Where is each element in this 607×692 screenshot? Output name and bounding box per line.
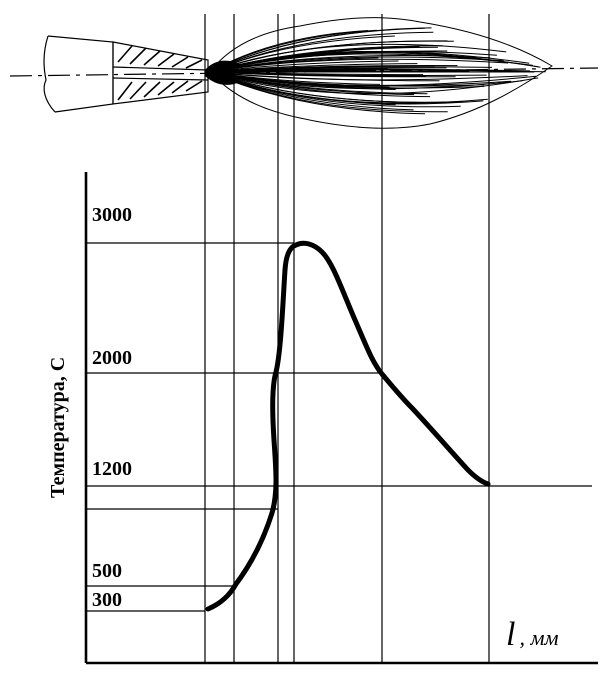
y-axis-label: Температура, С xyxy=(47,357,69,498)
x-axis-label: l, мм xyxy=(506,616,559,653)
y-tick-2000: 2000 xyxy=(92,347,132,369)
x-axis-unit: , мм xyxy=(519,625,558,650)
flame-stroke xyxy=(209,43,507,73)
x-axis-symbol: l xyxy=(506,616,515,653)
y-tick-1200: 1200 xyxy=(92,458,132,480)
y-tick-500: 500 xyxy=(92,560,122,582)
temperature-curve xyxy=(205,240,491,612)
flame-stroke xyxy=(209,71,539,95)
flame xyxy=(205,17,553,129)
flame-core xyxy=(205,60,240,85)
vertical-reference-lines xyxy=(204,14,490,663)
flame-stroke xyxy=(209,71,512,87)
y-tick-3000: 3000 xyxy=(92,204,132,226)
flame-stroke xyxy=(209,71,528,81)
nozzle-hatching xyxy=(117,45,203,101)
y-tick-300: 300 xyxy=(92,589,122,611)
y-tick-labels: 3000 2000 1200 500 300 xyxy=(92,204,132,611)
flame-outline xyxy=(209,17,553,129)
torch-centerline xyxy=(9,67,599,77)
flame-stroke xyxy=(209,53,534,73)
horizontal-reference-lines xyxy=(86,242,592,612)
torch-nozzle xyxy=(43,35,209,113)
